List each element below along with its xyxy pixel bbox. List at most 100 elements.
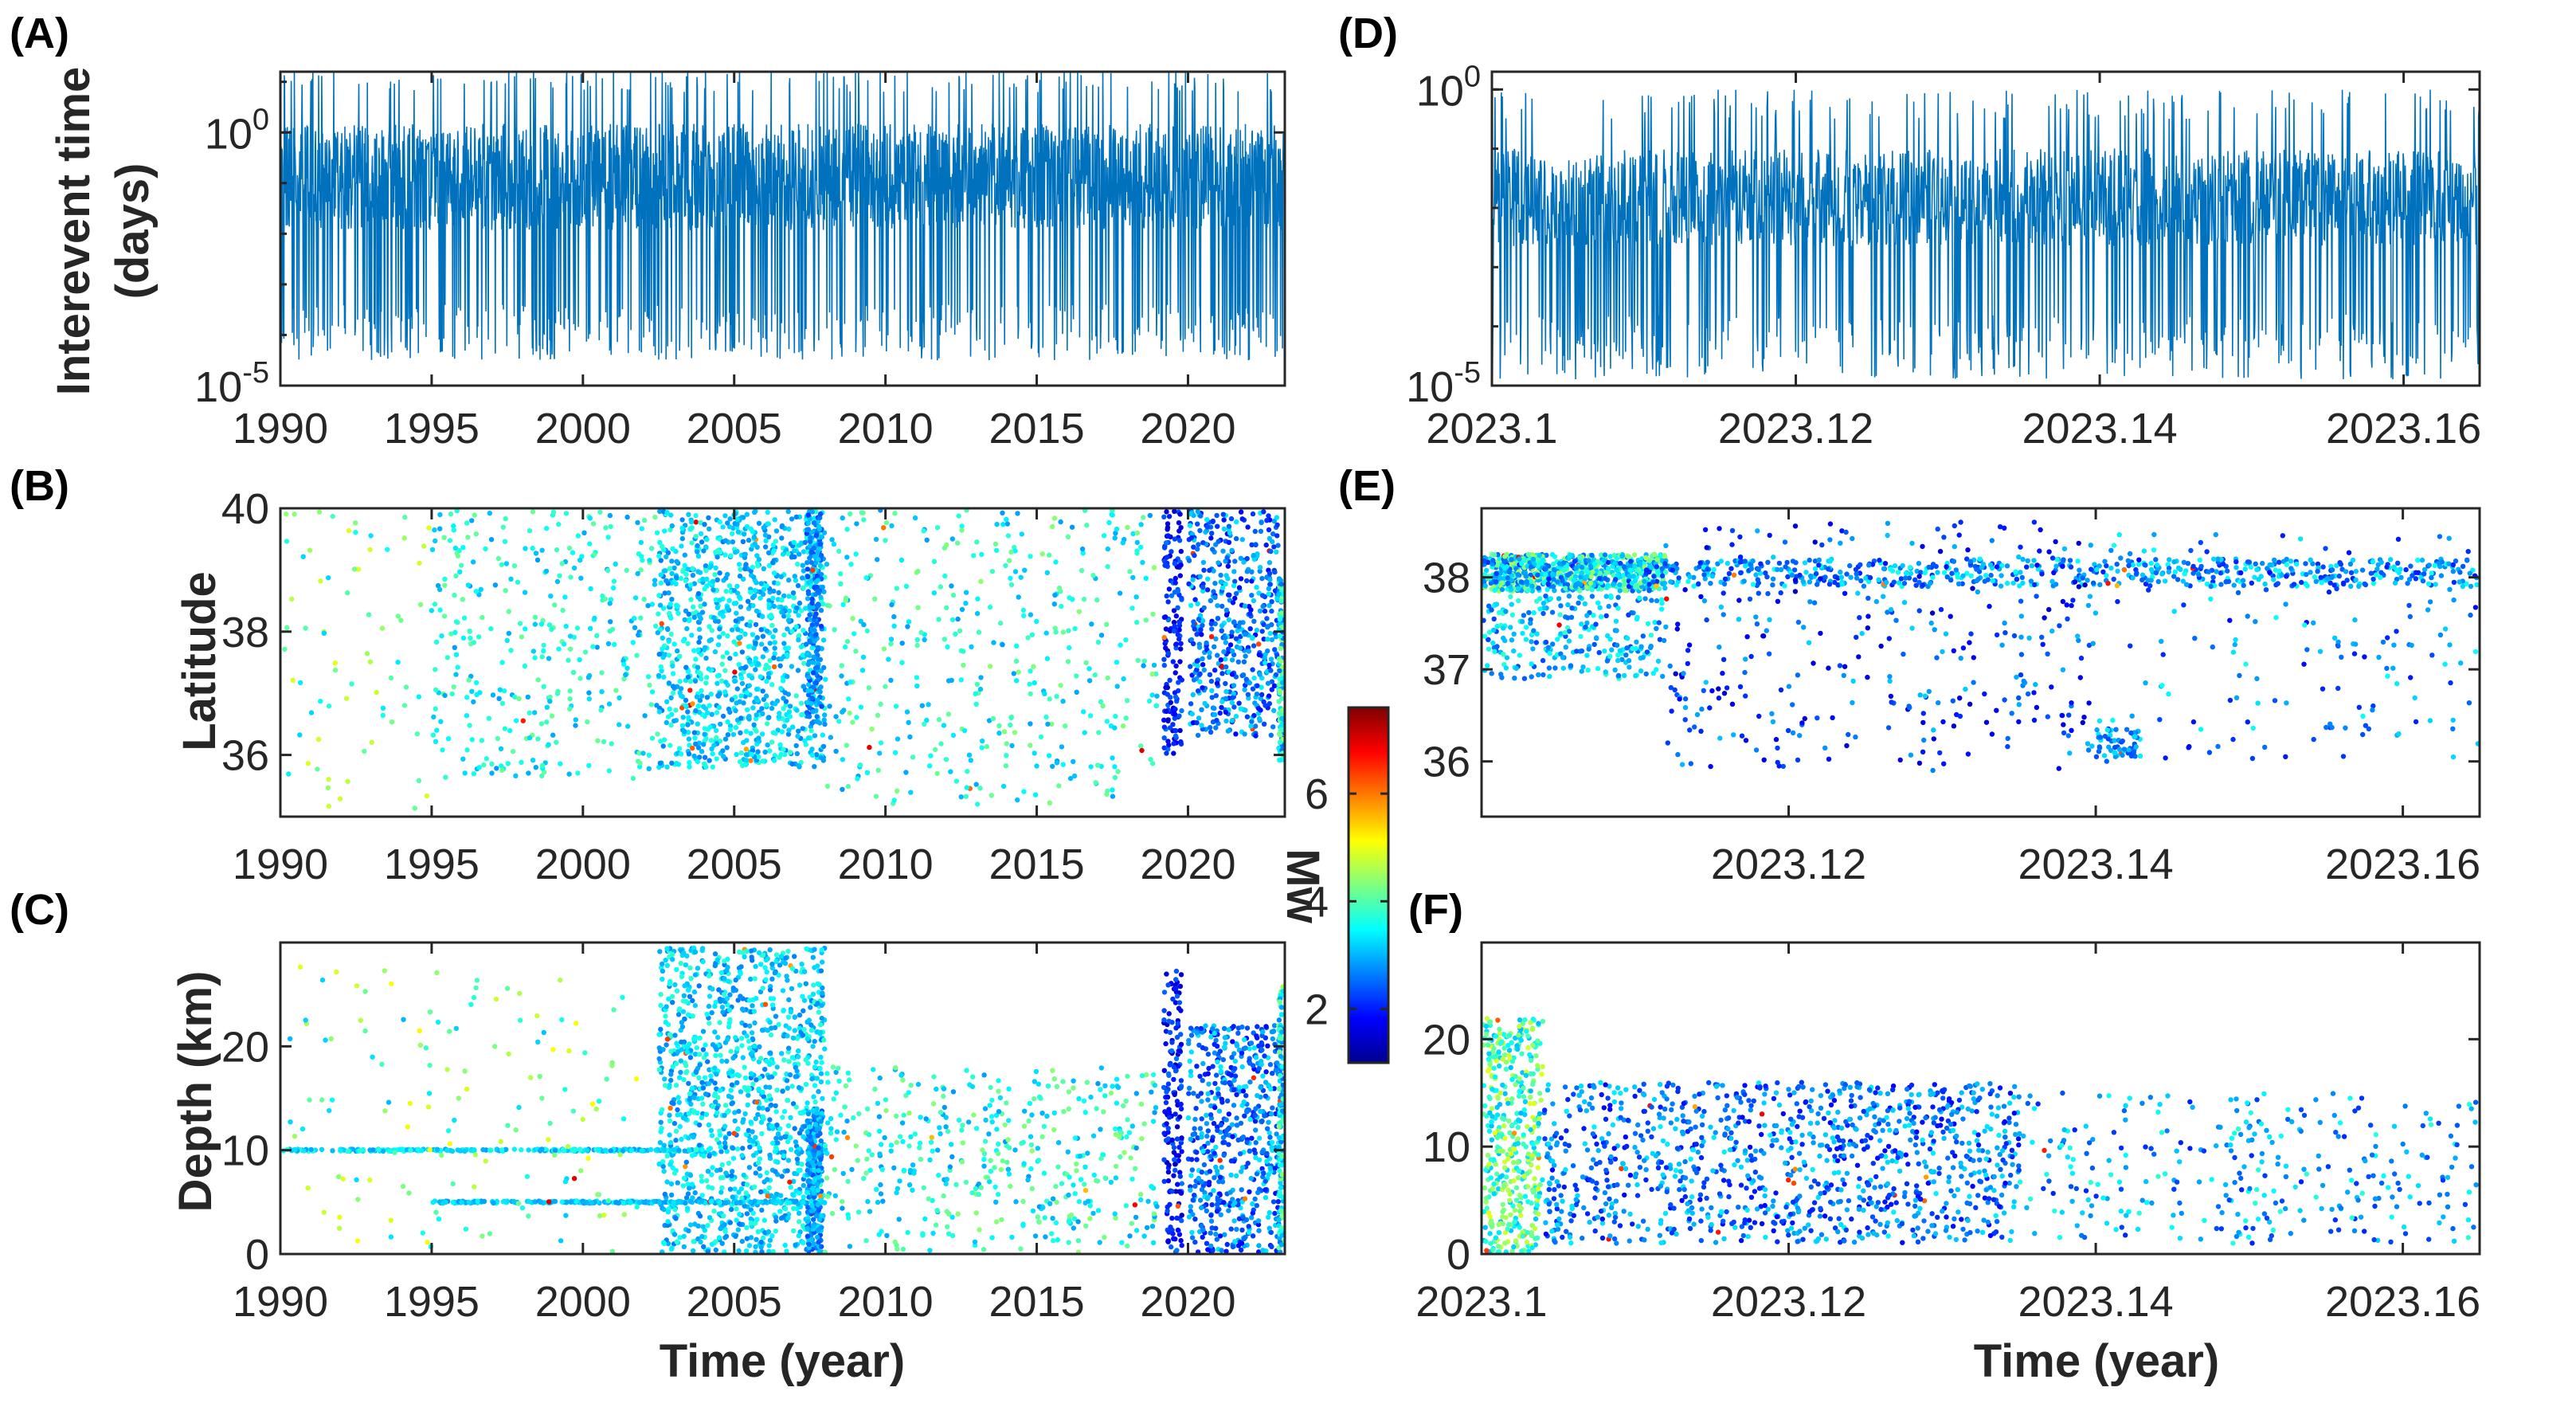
panel-c-event-point xyxy=(661,1206,667,1213)
panel-b-event-point xyxy=(1271,707,1277,713)
panel-b-event-point xyxy=(695,664,701,670)
panel-b-event-point xyxy=(748,731,754,736)
panel-b-event-point xyxy=(945,711,952,717)
panel-b-event-point xyxy=(795,561,801,567)
panel-b-event-point xyxy=(1016,594,1021,600)
panel-c-event-point xyxy=(664,1004,669,1009)
panel-b-event-point xyxy=(762,532,769,538)
panel-c-event-point xyxy=(805,1233,811,1239)
panel-b-event-point xyxy=(711,587,716,593)
panel-b-event-point xyxy=(668,722,674,728)
panel-b-event-point xyxy=(417,560,422,566)
panel-b-event-point xyxy=(1121,676,1126,682)
panel-b-event-point xyxy=(1233,713,1239,719)
panel-c-event-point xyxy=(744,1211,750,1217)
panel-c-event-point xyxy=(677,1123,683,1130)
panel-b-event-point xyxy=(702,726,708,731)
panel-b-event-point xyxy=(748,590,754,595)
panel-b-event-point xyxy=(566,771,572,777)
panel-b-event-point xyxy=(675,610,681,616)
panel-b-event-point xyxy=(1208,678,1215,684)
panel-b-event-point xyxy=(395,613,401,619)
panel-b-event-point xyxy=(745,598,751,604)
panel-b-xtick-label: 2000 xyxy=(535,841,631,888)
panel-b-event-point xyxy=(671,641,677,647)
panel-c-event-point xyxy=(700,1085,707,1091)
panel-c-event-point xyxy=(805,1100,810,1106)
panel-b-event-point xyxy=(818,594,824,601)
panel-c-event-point xyxy=(664,1037,671,1042)
panel-b-event-point xyxy=(558,761,563,766)
panel-b-event-point xyxy=(1105,546,1111,552)
panel-b-event-point xyxy=(714,548,721,554)
panel-b-event-point xyxy=(664,719,669,726)
panel-b-event-point xyxy=(888,637,895,642)
panel-b-event-point xyxy=(687,582,694,588)
panel-b-event-point xyxy=(785,508,791,515)
panel-c-event-point xyxy=(673,1216,679,1221)
panel-b-event-point xyxy=(840,757,846,762)
panel-b-event-point xyxy=(635,570,640,577)
panel-b-event-point xyxy=(1232,595,1238,602)
panel-b-event-point xyxy=(1051,515,1058,521)
panel-b-event-point xyxy=(586,762,592,769)
panel-b-event-point xyxy=(1270,539,1275,544)
panel-c-event-point xyxy=(636,1200,642,1205)
panel-b-event-point xyxy=(1259,575,1265,582)
panel-b-event-point xyxy=(567,646,574,652)
panel-b-event-point xyxy=(1261,721,1267,727)
panel-c-event-point xyxy=(818,1071,824,1076)
panel-b-event-point xyxy=(720,524,726,530)
panel-b-event-point xyxy=(498,746,504,751)
panel-c-event-point xyxy=(748,1071,754,1076)
panel-b-event-point xyxy=(656,553,662,559)
panel-b-event-point xyxy=(807,555,812,561)
panel-b-event-point xyxy=(667,610,672,617)
panel-b-event-point xyxy=(716,634,722,640)
panel-b-event-point xyxy=(764,679,769,684)
panel-c-event-point xyxy=(817,1029,824,1036)
panel-b-event-point xyxy=(810,567,816,573)
panel-b-event-point xyxy=(1177,727,1183,734)
panel-b-event-point xyxy=(695,758,701,765)
panel-c-event-point xyxy=(744,1225,750,1231)
panel-b-event-point xyxy=(979,551,985,558)
panel-b-event-point xyxy=(1101,533,1107,539)
panel-b-event-point xyxy=(990,715,996,722)
panel-b-event-point xyxy=(530,545,535,551)
panel-b-event-point xyxy=(1060,629,1067,635)
panel-b-event-point xyxy=(820,732,826,738)
panel-b-event-point xyxy=(1242,731,1247,737)
panel-b-event-point xyxy=(889,602,895,608)
panel-b-event-point xyxy=(846,696,851,702)
panel-b-event-point xyxy=(519,759,524,765)
panel-c-event-point xyxy=(780,1088,785,1094)
panel-a-xtick-label: 2000 xyxy=(535,405,631,453)
panel-b-event-point xyxy=(686,736,692,742)
panel-c-event-point xyxy=(673,1138,679,1143)
panel-c-event-point xyxy=(801,1182,806,1189)
panel-b-event-point xyxy=(961,649,966,654)
panel-b-event-point xyxy=(1081,709,1086,715)
panel-b-event-point xyxy=(1234,519,1239,525)
panel-b-event-point xyxy=(838,571,844,577)
panel-b-event-point xyxy=(669,760,675,766)
panel-b-event-point xyxy=(1219,628,1225,633)
panel-c-event-point xyxy=(418,1148,425,1154)
panel-c-event-point xyxy=(658,1002,664,1009)
panel-c-event-point xyxy=(815,1187,820,1193)
panel-c-event-point xyxy=(685,1205,691,1211)
panel-b-event-point xyxy=(953,631,958,637)
panel-b-event-point xyxy=(1241,659,1247,664)
panel-c-event-point xyxy=(805,1111,812,1117)
panel-b-event-point xyxy=(1086,666,1092,672)
panel-b-event-point xyxy=(1196,645,1203,650)
panel-b-event-point xyxy=(781,696,786,701)
panel-b-event-point xyxy=(818,623,824,629)
panel-c-event-point xyxy=(491,1200,496,1206)
panel-b-event-point xyxy=(1025,635,1031,641)
panel-b-event-point xyxy=(674,558,679,564)
panel-c-event-point xyxy=(671,1170,678,1176)
panel-c-event-point xyxy=(710,986,715,992)
